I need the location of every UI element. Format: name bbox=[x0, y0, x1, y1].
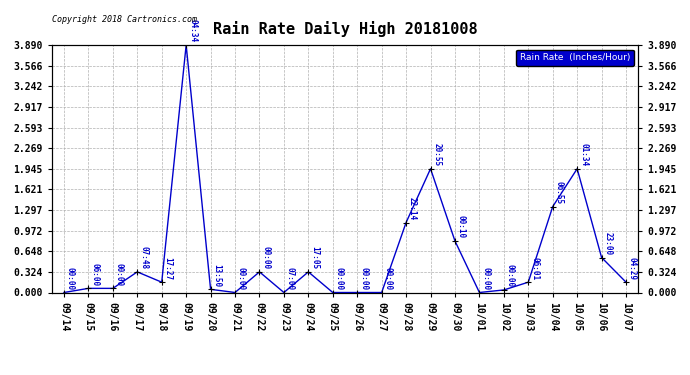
Text: 00:00: 00:00 bbox=[262, 246, 270, 269]
Text: 04:34: 04:34 bbox=[188, 20, 197, 42]
Text: 17:27: 17:27 bbox=[164, 256, 172, 280]
Text: 00:00: 00:00 bbox=[359, 267, 368, 290]
Text: 00:10: 00:10 bbox=[457, 215, 466, 238]
Text: 22:14: 22:14 bbox=[408, 197, 417, 220]
Text: 06:00: 06:00 bbox=[90, 263, 99, 286]
Text: 00:00: 00:00 bbox=[506, 264, 515, 287]
Text: 00:00: 00:00 bbox=[237, 267, 246, 290]
Text: 06:55: 06:55 bbox=[555, 181, 564, 204]
Text: 23:00: 23:00 bbox=[604, 232, 613, 255]
Text: 01:34: 01:34 bbox=[579, 143, 588, 166]
Text: 17:05: 17:05 bbox=[310, 246, 319, 269]
Text: 00:00: 00:00 bbox=[66, 267, 75, 290]
Text: 13:50: 13:50 bbox=[213, 264, 221, 287]
Text: 07:00: 07:00 bbox=[286, 267, 295, 290]
Text: 00:00: 00:00 bbox=[335, 267, 344, 290]
Text: 00:00: 00:00 bbox=[115, 263, 124, 286]
Text: 04:29: 04:29 bbox=[628, 256, 637, 280]
Text: 06:01: 06:01 bbox=[530, 256, 540, 280]
Text: 07:48: 07:48 bbox=[139, 246, 148, 269]
Legend: Rain Rate  (Inches/Hour): Rain Rate (Inches/Hour) bbox=[516, 50, 633, 66]
Text: 20:55: 20:55 bbox=[433, 143, 442, 166]
Text: Rain Rate Daily High 20181008: Rain Rate Daily High 20181008 bbox=[213, 21, 477, 37]
Text: 00:00: 00:00 bbox=[482, 267, 491, 290]
Text: 00:00: 00:00 bbox=[384, 267, 393, 290]
Text: Copyright 2018 Cartronics.com: Copyright 2018 Cartronics.com bbox=[52, 15, 197, 24]
